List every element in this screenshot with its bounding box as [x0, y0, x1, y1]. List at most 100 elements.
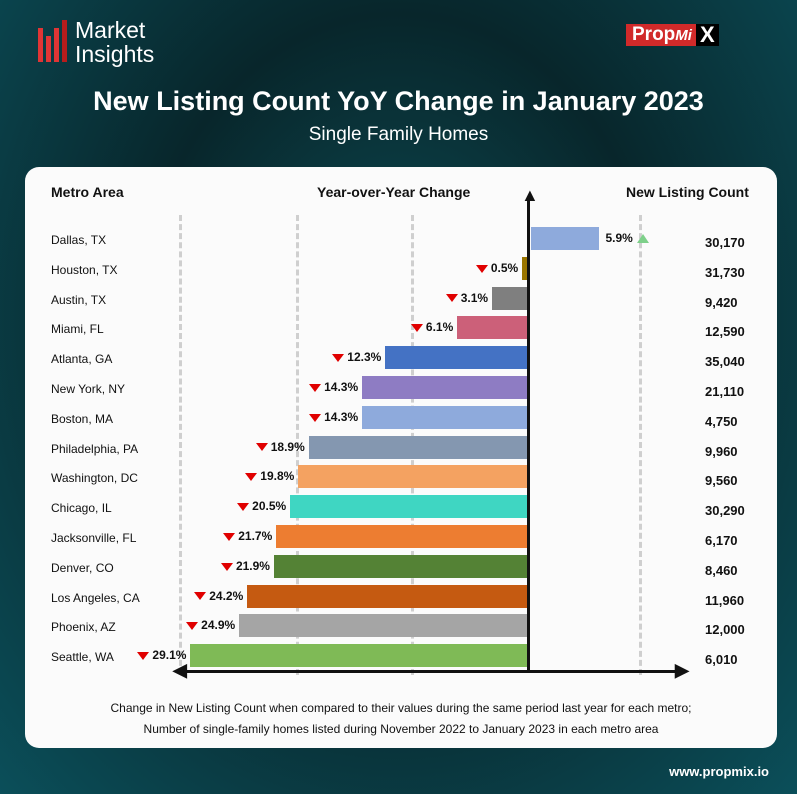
change-label: 21.7%	[223, 529, 272, 543]
logo-line1: Market	[75, 17, 146, 43]
chart-subtitle: Single Family Homes	[308, 124, 489, 145]
chart-row: Dallas, TX 5.9% 30,170	[25, 227, 777, 257]
metro-label: Denver, CO	[51, 560, 114, 575]
chart-row: Jacksonville, FL 21.7% 6,170	[25, 525, 777, 555]
chart-row: New York, NY 14.3% 21,110	[25, 376, 777, 406]
listing-count: 8,460	[705, 562, 738, 578]
axis-arrow-up: ▲	[521, 185, 539, 205]
metro-label: Seattle, WA	[51, 650, 114, 665]
bar	[298, 465, 528, 489]
listing-count: 9,960	[705, 443, 738, 459]
change-label: 24.9%	[186, 618, 235, 632]
bar	[362, 376, 528, 399]
bar	[247, 584, 528, 608]
metro-label: New York, NY	[51, 382, 126, 396]
chart-row: Los Angeles, CA 24.2% 11,960	[25, 584, 777, 615]
listing-count: 31,730	[705, 264, 745, 280]
gridline	[296, 215, 299, 675]
change-label: 14.3%	[309, 380, 358, 394]
down-arrow-icon	[237, 503, 250, 512]
down-arrow-icon	[223, 532, 236, 541]
change-label: 19.8%	[245, 469, 294, 483]
chart-row: Phoenix, AZ 24.9% 12,000	[25, 614, 777, 644]
bar	[457, 316, 528, 340]
change-label: 29.1%	[137, 648, 186, 662]
metro-label: Philadelphia, PA	[51, 441, 139, 456]
down-arrow-icon	[186, 622, 199, 631]
chart-card: Metro Area Year-over-Year Change New Lis…	[25, 167, 777, 748]
bar	[385, 346, 528, 370]
chart-row: Seattle, WA 29.1% 6,010	[25, 644, 777, 674]
propmix-logo: PropMi X	[626, 22, 719, 47]
metro-label: Los Angeles, CA	[51, 590, 140, 605]
chart-row: Boston, MA 14.3% 4,750	[25, 405, 777, 436]
chart-title: New Listing Count YoY Change in January …	[93, 86, 704, 116]
metro-label: Houston, TX	[51, 262, 118, 277]
listing-count: 6,010	[705, 652, 738, 668]
chart-row: Atlanta, GA 12.3% 35,040	[25, 346, 777, 376]
bar	[362, 405, 528, 429]
bar	[531, 227, 600, 250]
change-label: 14.3%	[309, 410, 358, 424]
metro-label: Boston, MA	[51, 411, 114, 426]
down-arrow-icon	[410, 324, 423, 333]
metro-label: Miami, FL	[51, 322, 104, 337]
down-arrow-icon	[445, 294, 458, 303]
metro-label: Jacksonville, FL	[51, 531, 137, 545]
chart-row: Philadelphia, PA 18.9% 9,960	[25, 435, 777, 466]
change-label: 3.1%	[445, 291, 488, 305]
chart-row: Chicago, IL 20.5% 30,290	[25, 495, 777, 525]
listing-count: 30,170	[705, 235, 745, 250]
header-metro: Metro Area	[51, 184, 124, 200]
change-label: 18.9%	[255, 440, 305, 454]
bar	[273, 554, 528, 578]
listing-count: 9,560	[705, 473, 738, 489]
listing-count: 4,750	[705, 413, 738, 429]
listing-count: 21,110	[705, 384, 745, 399]
change-label: 12.3%	[332, 350, 381, 364]
metro-label: Chicago, IL	[51, 501, 112, 516]
change-label: 21.9%	[220, 559, 270, 573]
down-arrow-icon	[475, 264, 488, 273]
change-label: 20.5%	[237, 499, 286, 513]
down-arrow-icon	[255, 443, 268, 452]
down-arrow-icon	[245, 473, 258, 482]
axis-arrow-left: ◀	[173, 660, 187, 680]
y-axis	[527, 197, 530, 672]
axis-arrow-right: ▶	[675, 660, 689, 680]
bar	[276, 525, 528, 548]
header-count: New Listing Count	[626, 184, 749, 200]
bar	[492, 286, 528, 310]
bar-chart-icon	[38, 20, 67, 62]
gridline	[179, 215, 182, 675]
metro-label: Austin, TX	[51, 292, 107, 307]
metro-label: Washington, DC	[51, 471, 138, 486]
metro-label: Atlanta, GA	[51, 352, 113, 367]
down-arrow-icon	[332, 354, 345, 363]
chart-row: Washington, DC 19.8% 9,560	[25, 465, 777, 495]
listing-count: 35,040	[705, 354, 745, 370]
bar	[522, 256, 528, 280]
chart-row: Miami, FL 6.1% 12,590	[25, 316, 777, 346]
listing-count: 11,960	[705, 592, 745, 608]
footnote: Change in New Listing Count when compare…	[110, 701, 692, 736]
up-arrow-icon	[636, 234, 649, 244]
market-insights-logo: Market Insights	[38, 18, 154, 66]
bar	[308, 435, 528, 459]
chart-row: Denver, CO 21.9% 8,460	[25, 554, 777, 585]
change-label: 0.5%	[475, 261, 518, 275]
change-label: 5.9%	[605, 231, 649, 245]
header-change: Year-over-Year Change	[317, 184, 471, 200]
listing-count: 6,170	[705, 533, 738, 548]
bar	[290, 495, 528, 519]
chart-row: Houston, TX 0.5% 31,730	[25, 256, 777, 287]
change-label: 24.2%	[194, 589, 243, 603]
website-url[interactable]: www.propmix.io	[669, 764, 769, 779]
down-arrow-icon	[137, 652, 150, 661]
down-arrow-icon	[194, 592, 207, 601]
down-arrow-icon	[309, 413, 322, 422]
chart-row: Austin, TX 3.1% 9,420	[25, 286, 777, 317]
logo-line2: Insights	[75, 41, 155, 67]
x-axis	[180, 670, 685, 673]
gridline	[639, 215, 642, 675]
